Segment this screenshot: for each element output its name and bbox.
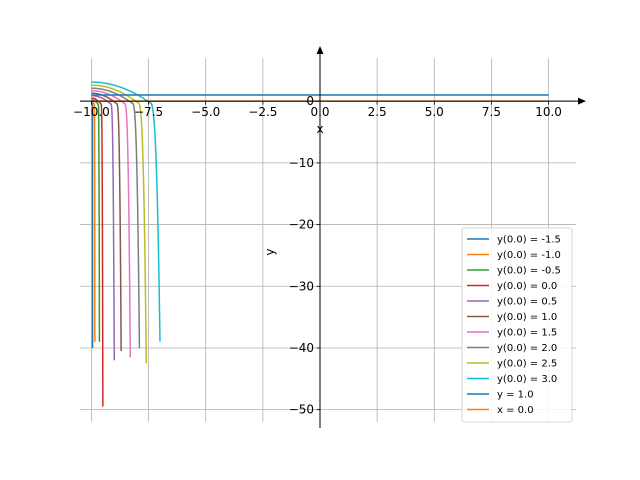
legend-label-4: y(0.0) = 0.5 (497, 297, 557, 308)
y-tick-label-0: 0 (306, 94, 314, 108)
legend-label-0: y(0.0) = -1.5 (497, 235, 561, 246)
y-tick-label-4: −40 (289, 341, 314, 355)
x-tick-label-3: −2.5 (248, 105, 277, 119)
series-line-8 (91, 84, 148, 364)
x-tick-label-4: 0.0 (310, 105, 329, 119)
y-tick-label-5: −50 (289, 403, 314, 417)
legend-label-6: y(0.0) = 1.5 (497, 328, 557, 339)
x-tick-label-5: 2.5 (368, 105, 387, 119)
series-line-7 (91, 87, 141, 348)
x-tick-label-7: 7.5 (482, 105, 501, 119)
legend-label-3: y(0.0) = 0.0 (497, 281, 557, 292)
legend: y(0.0) = -1.5 y(0.0) = -1.0 y(0.0) = -0.5 y… (461, 227, 573, 423)
legend-label-8: y(0.0) = 2.5 (497, 359, 557, 370)
legend-label-10: y = 1.0 (497, 390, 534, 401)
ticks: −10.0 −7.5 −5.0 −2.5 0.0 2.5 5.0 7.5 10.0 0 −10 −20… (73, 94, 562, 416)
y-tick-label-2: −20 (289, 218, 314, 232)
series-line-3 (91, 97, 104, 407)
legend-label-2: y(0.0) = -0.5 (497, 266, 561, 277)
series-line-5 (91, 92, 122, 352)
legend-label-9: y(0.0) = 3.0 (497, 374, 557, 385)
legend-label-1: y(0.0) = -1.0 (497, 250, 561, 261)
y-axis-label: y (263, 248, 277, 255)
x-tick-label-2: −5.0 (191, 105, 220, 119)
y-tick-label-1: −10 (289, 156, 314, 170)
y-tick-label-3: −30 (289, 279, 314, 293)
x-axis-label: x (316, 122, 323, 136)
y-axis-arrow (316, 46, 324, 54)
x-tick-label-0: −10.0 (73, 105, 110, 119)
x-tick-label-1: −7.5 (134, 105, 163, 119)
legend-label-7: y(0.0) = 2.0 (497, 343, 557, 354)
legend-box (461, 227, 573, 423)
axes (80, 46, 586, 428)
legend-label-11: x = 0.0 (497, 405, 534, 416)
series-line-4 (91, 94, 116, 361)
x-tick-label-8: 10.0 (535, 105, 562, 119)
legend-label-5: y(0.0) = 1.0 (497, 312, 557, 323)
series-line-6 (91, 89, 132, 358)
x-axis-arrow (578, 97, 586, 105)
x-tick-label-6: 5.0 (425, 105, 444, 119)
